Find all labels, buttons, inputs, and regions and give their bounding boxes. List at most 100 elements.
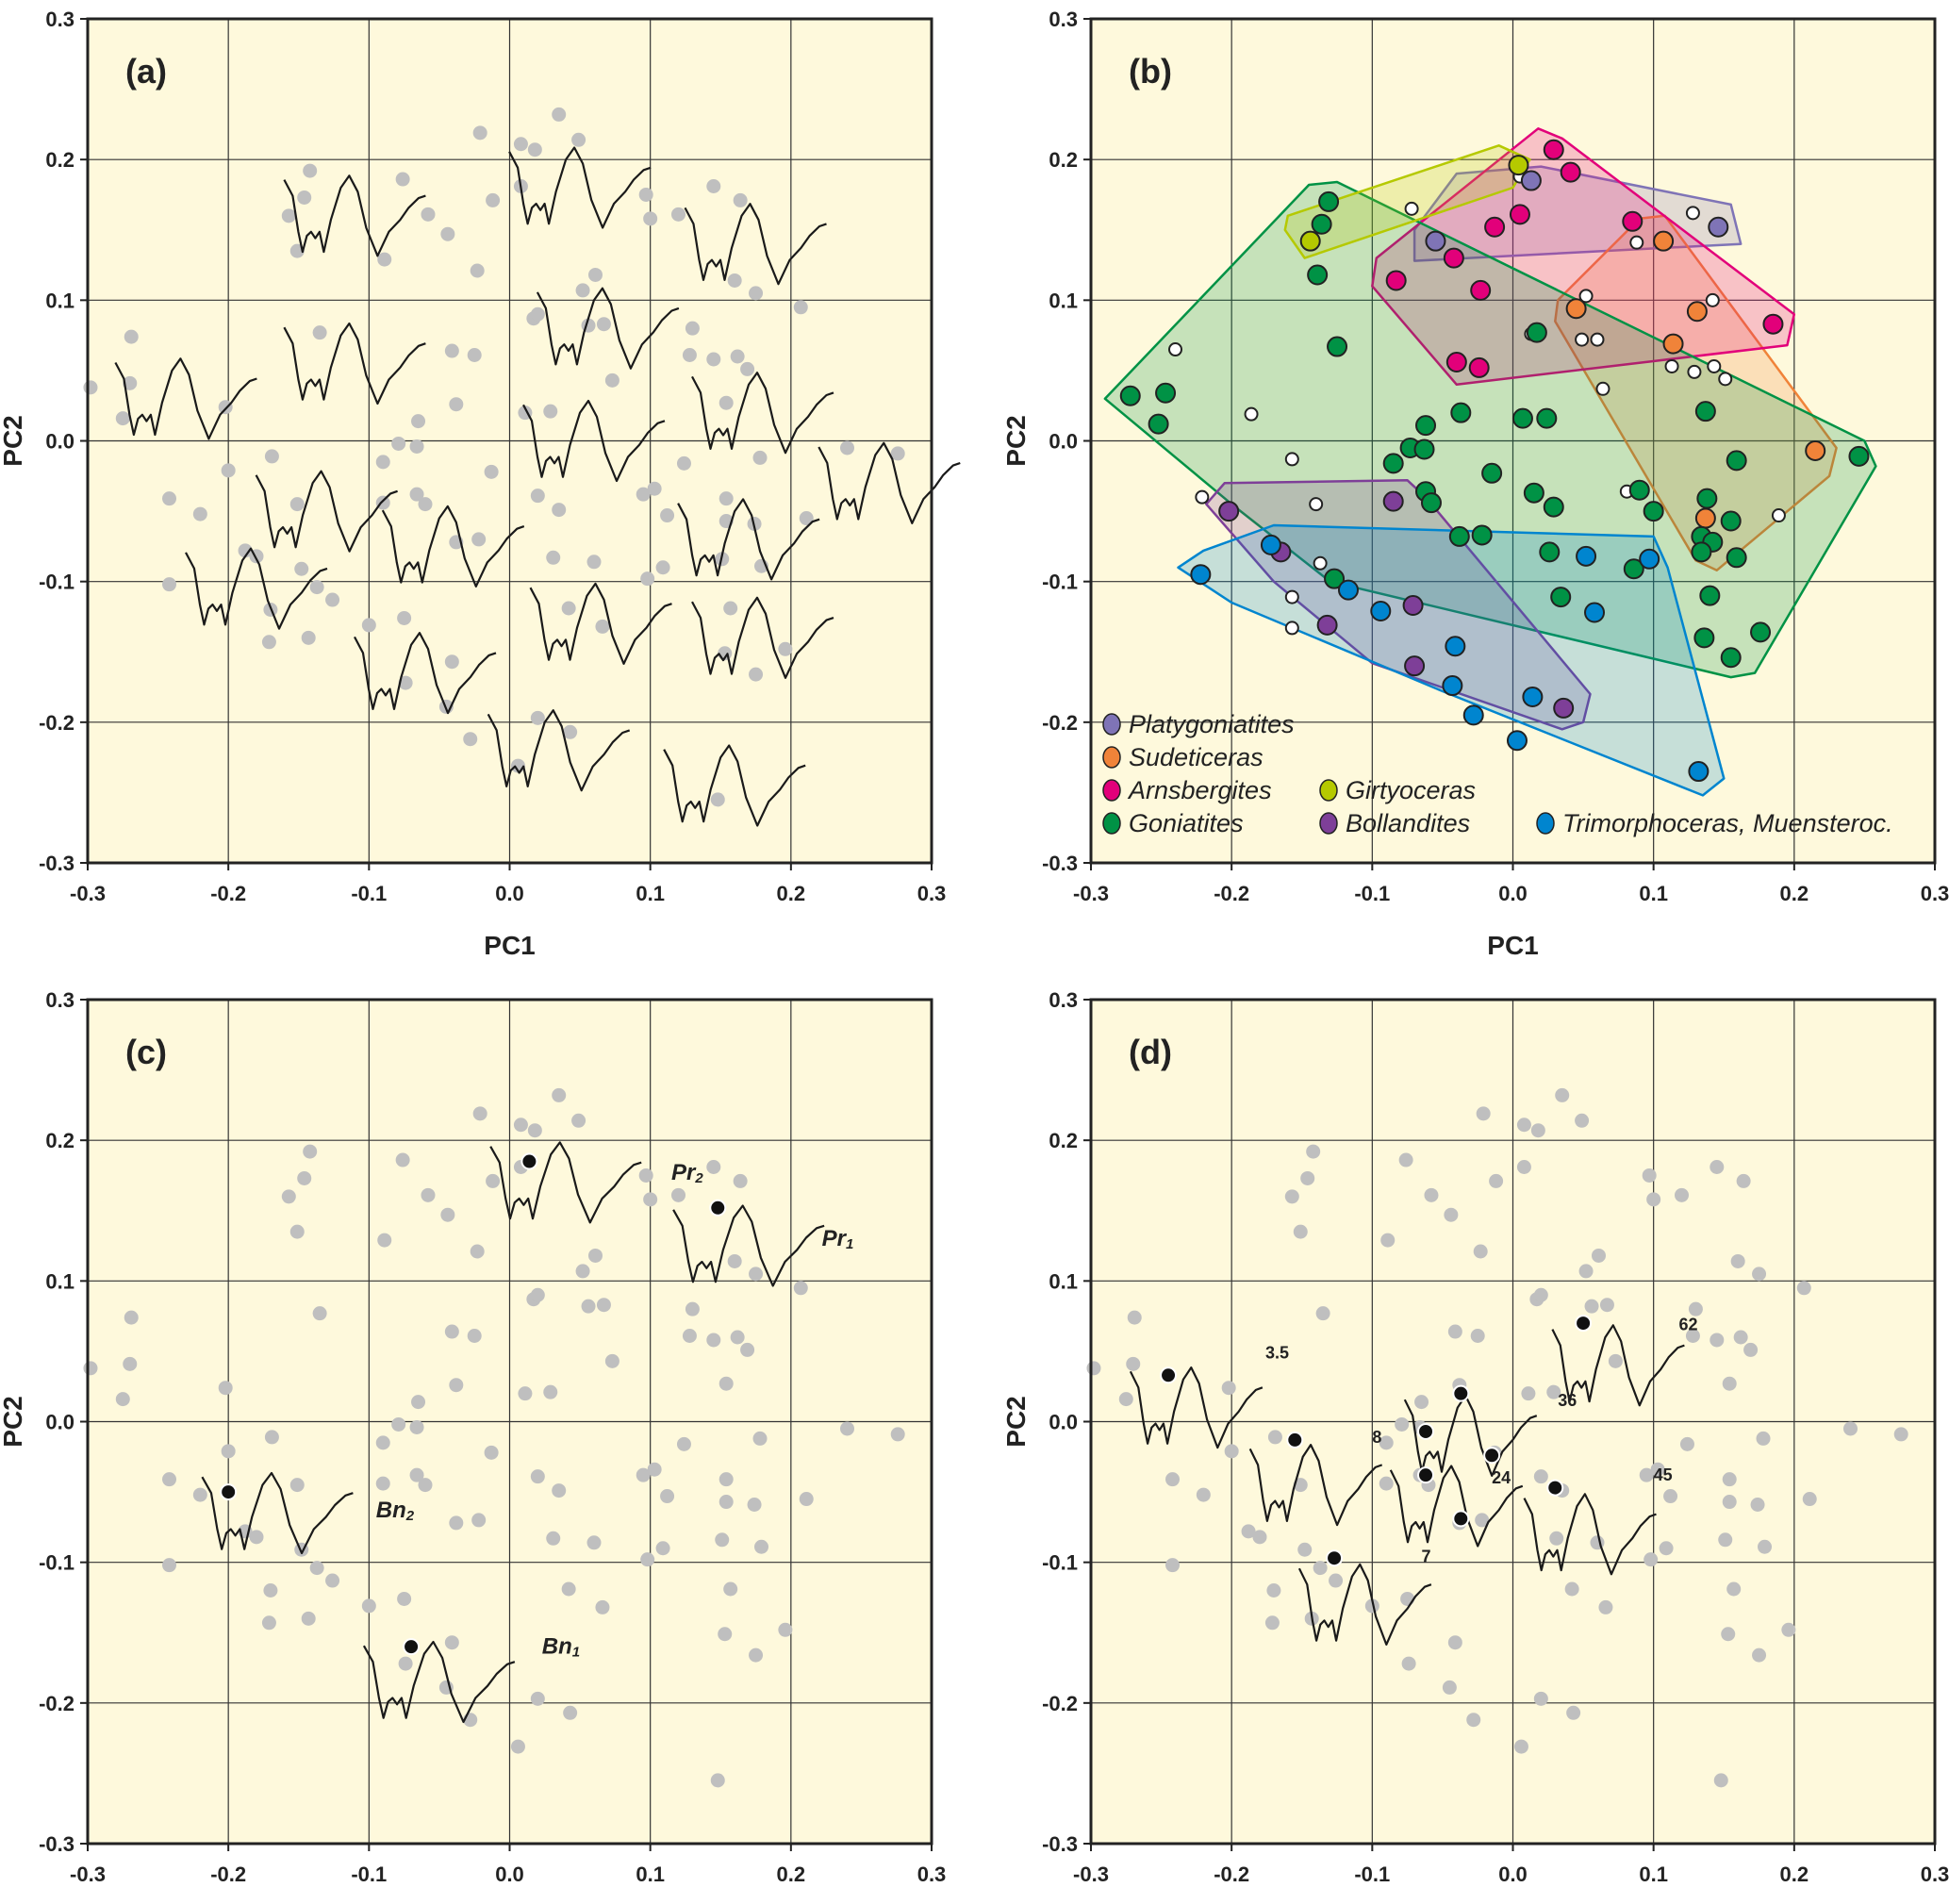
data-point [799,1492,814,1507]
x-tick-label: 0.1 [1639,1863,1668,1886]
data-point [1266,1583,1281,1598]
data-point [647,1462,662,1477]
data-point [1598,1599,1613,1614]
data-point [561,601,576,616]
data-point [1165,1472,1181,1487]
data-point [449,1515,464,1531]
data-point [552,1483,567,1498]
x-axis-title: PC1 [484,931,535,960]
annotation-text: Pr [671,1160,697,1185]
data-point [543,404,558,419]
panel-a: -0.3 -0.2 -0.1 0.0 0.1 0.2 0.3 0.3 0.2 0.1 0.0 -0.1… [0,8,961,960]
data-point [1444,1207,1459,1222]
x-tick-label: -0.2 [210,882,246,905]
data-point [749,667,764,682]
suture-outline [283,174,426,257]
highlighted-point [1452,1510,1470,1528]
suture-outline [1523,1493,1657,1576]
data-point [397,610,412,625]
data-point [1553,697,1575,719]
data-point [1686,301,1708,323]
data-point [1584,602,1606,623]
data-point [1694,401,1716,422]
data-point [289,1478,305,1493]
data-point [636,487,651,502]
data-point [218,400,233,415]
data-point [309,580,324,595]
data-point [636,1467,651,1482]
data-point [1533,1469,1548,1484]
data-point [440,226,455,241]
data-point [1543,139,1564,160]
panel-label: (b) [1129,52,1172,91]
highlighted-point [1417,1466,1435,1484]
x-tick-label: -0.3 [70,882,106,905]
data-point [1413,439,1435,460]
data-point [1730,1253,1745,1268]
y-tick-label: 0.1 [45,1269,74,1293]
data-point [1445,636,1466,657]
data-point [218,1381,233,1396]
data-point [546,1531,561,1546]
y-tick-label: 0.3 [45,988,74,1012]
highlighted-point [1546,1479,1564,1497]
data-point [1299,230,1321,252]
data-point [740,361,755,376]
data-point [1608,1353,1623,1368]
data-point-unassigned [1404,201,1419,216]
plot-frame [86,998,933,1846]
y-tick-label: 0.2 [45,148,74,172]
y-tick-label: -0.1 [1042,1551,1078,1575]
panel-label: (a) [125,52,167,91]
data-point [527,1123,542,1138]
suture-outline [1389,1465,1524,1548]
data-point [467,1329,482,1344]
data-point [596,317,611,332]
data-point [289,497,305,512]
data-point [1395,1416,1410,1432]
x-tick-label: -0.3 [1073,882,1109,905]
x-tick-label: -0.2 [210,1863,246,1886]
annotation-subscript: 1 [572,1645,580,1661]
data-point [1722,1376,1737,1391]
data-point [375,455,390,470]
y-tick-label: -0.1 [1042,571,1078,594]
data-point [1750,1498,1765,1513]
data-point [1473,1244,1488,1259]
data-point [1533,1691,1548,1706]
legend-marker [1319,812,1338,835]
data-point [115,411,130,426]
data-point [1506,730,1528,752]
suture-outline [1297,1563,1432,1647]
data-point [1650,1462,1665,1477]
data-point [1752,1267,1767,1282]
data-point [1523,482,1544,504]
data-point [409,1419,424,1434]
data-point [1762,313,1784,335]
data-point [221,1444,236,1459]
data-point [418,497,433,512]
suture-outline [691,372,834,455]
data-point [263,1583,278,1598]
x-tick-label: 0.0 [495,882,524,905]
y-tick-label: -0.1 [39,1551,74,1575]
data-point [676,455,691,471]
suture-outline [684,203,827,286]
data-point [444,1635,459,1650]
data-point [1471,524,1493,546]
data-point [571,1113,586,1128]
data-point [1476,1106,1491,1121]
data-point [409,487,424,502]
group-hull [1177,523,1726,797]
data-point [685,1301,700,1316]
data-point [1796,1281,1811,1296]
y-tick-label: 0.1 [1049,289,1078,312]
data-point [1260,534,1281,555]
x-tick-label: 0.3 [917,882,947,905]
data-point [1549,1531,1564,1546]
data-point [440,1207,455,1222]
data-point [640,1552,655,1567]
data-point [655,560,670,575]
data-point [1470,1329,1485,1344]
data-point [890,446,905,461]
